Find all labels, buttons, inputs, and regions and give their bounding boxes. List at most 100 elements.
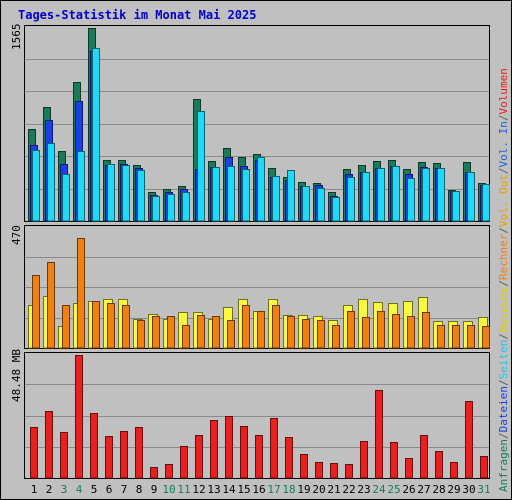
- bar-rechner-day-31: [482, 326, 490, 349]
- x-tick-label-day-19: 19: [297, 483, 310, 496]
- bar-seiten-day-16: [257, 157, 265, 222]
- legend-entry-13: /: [497, 114, 510, 121]
- legend-entry-10: Vol. Out: [497, 174, 510, 227]
- legend-entry-8: Rechner: [497, 233, 510, 280]
- x-tick-label-day-17: 17: [267, 483, 280, 496]
- bar-seiten-day-29: [452, 191, 460, 222]
- bar-seiten-day-3: [62, 174, 70, 222]
- x-tick-label-day-4: 4: [76, 483, 83, 496]
- x-tick-label-day-23: 23: [357, 483, 370, 496]
- bar-volumen-day-26: [405, 458, 413, 479]
- top-panel-max-label: 1565: [10, 24, 23, 51]
- bar-volumen-day-6: [105, 436, 113, 479]
- bar-seiten-day-24: [377, 168, 385, 222]
- legend-entry-3: /: [497, 379, 510, 386]
- bar-volumen-day-30: [465, 401, 473, 479]
- x-tick-label-day-26: 26: [402, 483, 415, 496]
- bar-volumen-day-17: [270, 418, 278, 479]
- bar-volumen-day-9: [150, 467, 158, 479]
- bar-seiten-day-18: [287, 170, 295, 222]
- bar-marks: [28, 28, 490, 479]
- bar-rechner-day-24: [377, 311, 385, 349]
- bar-seiten-day-10: [167, 194, 175, 222]
- bar-rechner-day-20: [317, 320, 325, 349]
- bar-seiten-day-26: [407, 178, 415, 222]
- bar-rechner-day-6: [107, 303, 115, 349]
- bar-volumen-day-10: [165, 464, 173, 479]
- bar-volumen-day-14: [225, 416, 233, 479]
- x-tick-label-day-6: 6: [106, 483, 113, 496]
- x-tick-label-day-14: 14: [222, 483, 236, 496]
- bar-seiten-day-9: [152, 196, 160, 222]
- x-tick-label-day-31: 31: [477, 483, 490, 496]
- x-tick-label-day-5: 5: [91, 483, 98, 496]
- legend-entry-7: /: [497, 280, 510, 287]
- bar-rechner-day-12: [197, 315, 205, 349]
- legend-entry-6: Besuche: [497, 287, 510, 333]
- legend-entry-0: Anfragen: [497, 439, 510, 492]
- bar-volumen-day-22: [345, 464, 353, 479]
- x-tick-label-day-12: 12: [192, 483, 205, 496]
- bar-volumen-day-25: [390, 442, 398, 479]
- bar-volumen-day-24: [375, 390, 383, 479]
- bar-seiten-day-20: [317, 188, 325, 222]
- bar-seiten-day-27: [422, 168, 430, 222]
- x-tick-label-day-30: 30: [462, 483, 475, 496]
- x-tick-label-day-3: 3: [61, 483, 68, 496]
- x-tick-label-day-27: 27: [417, 483, 430, 496]
- bar-seiten-day-14: [227, 166, 235, 222]
- bar-rechner-day-8: [137, 320, 145, 349]
- bar-rechner-day-25: [392, 314, 400, 349]
- bar-rechner-day-14: [227, 320, 235, 349]
- bar-rechner-day-30: [467, 325, 475, 349]
- bar-volumen-day-27: [420, 435, 428, 479]
- bar-seiten-day-25: [392, 166, 400, 222]
- legend-entry-1: /: [497, 432, 510, 439]
- bar-rechner-day-29: [452, 325, 460, 349]
- bar-rechner-day-19: [302, 319, 310, 349]
- bar-volumen-day-13: [210, 420, 218, 479]
- x-tick-label-day-13: 13: [207, 483, 220, 496]
- vertical-legend: Anfragen/Dateien/Seiten/Besuche/Rechner/…: [497, 68, 510, 492]
- bar-rechner-day-9: [152, 316, 160, 349]
- x-axis-day-labels: 1 2 3 4 5 6 7 8 9 10 11 12 13 14 15 16 17 18 19 20 21 22 23 24 2…: [31, 483, 491, 496]
- bar-volumen-day-18: [285, 437, 293, 479]
- bar-rechner-day-5: [92, 301, 100, 349]
- bar-volumen-day-4: [75, 355, 83, 479]
- x-tick-label-day-1: 1: [31, 483, 38, 496]
- bar-rechner-day-2: [47, 262, 55, 349]
- bar-volumen-day-23: [360, 441, 368, 479]
- bar-rechner-day-27: [422, 312, 430, 349]
- x-tick-label-day-25: 25: [387, 483, 400, 496]
- bottom-panel-max-label: 48.48 MB: [10, 349, 23, 402]
- bar-seiten-day-28: [437, 168, 445, 222]
- bar-volumen-day-21: [330, 463, 338, 479]
- x-tick-label-day-29: 29: [447, 483, 460, 496]
- bar-seiten-day-19: [302, 186, 310, 222]
- x-tick-label-day-18: 18: [282, 483, 295, 496]
- bar-volumen-day-7: [120, 431, 128, 479]
- legend-entry-14: Volumen: [497, 68, 510, 114]
- bar-volumen-day-28: [435, 451, 443, 479]
- bar-volumen-day-11: [180, 446, 188, 479]
- x-tick-label-day-22: 22: [342, 483, 355, 496]
- bar-rechner-day-21: [332, 325, 340, 349]
- x-tick-label-day-8: 8: [136, 483, 143, 496]
- chart-title: Tages-Statistik im Monat Mai 2025: [18, 8, 256, 22]
- bar-rechner-day-4: [77, 238, 85, 349]
- x-tick-label-day-20: 20: [312, 483, 325, 496]
- legend-entry-4: Seiten: [497, 340, 510, 380]
- bar-seiten-day-11: [182, 192, 190, 222]
- bar-rechner-day-1: [32, 275, 40, 349]
- bar-seiten-day-12: [197, 111, 205, 222]
- bar-rechner-day-23: [362, 317, 370, 349]
- x-tick-label-day-21: 21: [327, 483, 340, 496]
- bar-volumen-day-8: [135, 427, 143, 479]
- bar-volumen-day-20: [315, 462, 323, 479]
- bar-seiten-day-7: [122, 165, 130, 222]
- x-tick-label-day-24: 24: [372, 483, 386, 496]
- legend-entry-5: /: [497, 333, 510, 340]
- legend-entry-11: /: [497, 167, 510, 174]
- bar-rechner-day-17: [272, 305, 280, 349]
